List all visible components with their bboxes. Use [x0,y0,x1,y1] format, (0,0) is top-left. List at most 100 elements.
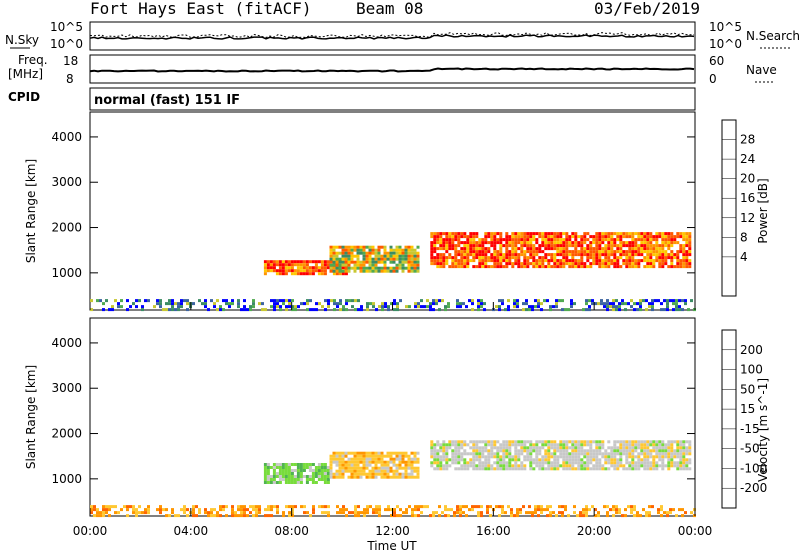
heatmap-cell [655,446,659,450]
heatmap-cell [556,455,560,459]
heatmap-cell [90,508,93,512]
heatmap-cell [612,514,615,518]
heatmap-cell [504,511,507,515]
heatmap-cell [661,265,665,269]
heatmap-cell [398,263,402,267]
heatmap-cell [562,443,566,447]
heatmap-cell [612,305,615,309]
heatmap-cell [603,505,606,509]
heatmap-cell [460,443,464,447]
heatmap-cell [625,265,629,269]
heatmap-cell [484,256,488,260]
heatmap-cell [436,455,440,459]
heatmap-cell [478,446,482,450]
heatmap-cell [586,461,590,465]
heatmap-cell [628,253,632,257]
heatmap-cell [625,452,629,456]
heatmap-cell [475,458,479,462]
heatmap-cell [308,466,312,469]
heatmap-cell [669,511,672,515]
heatmap-cell [520,449,524,453]
colorbar-tick-label: 24 [740,152,755,166]
heatmap-cell [681,514,684,518]
heatmap-cell [493,238,497,242]
heatmap-cell [625,262,629,266]
heatmap-cell [562,449,566,453]
heatmap-cell [404,266,408,270]
heatmap-cell [658,235,662,239]
heatmap-cell [634,247,638,251]
heatmap-cell [501,505,504,509]
heatmap-cell [565,256,569,260]
heatmap-cell [592,467,596,471]
heatmap-cell [589,446,593,450]
heatmap-cell [448,458,452,462]
heatmap-cell [469,244,473,248]
heatmap-cell [534,505,537,509]
heatmap-cell [637,452,641,456]
heatmap-cell [505,238,509,242]
heatmap-cell [526,259,530,263]
heatmap-cell [633,302,636,306]
heatmap-cell [380,472,384,476]
heatmap-cell [451,247,455,251]
heatmap-cell [350,254,354,258]
heatmap-cell [490,452,494,456]
heatmap-cell [389,254,393,258]
heatmap-cell [637,253,641,257]
heatmap-cell [490,259,494,263]
heatmap-cell [639,302,642,306]
heatmap-cell [475,440,479,444]
heatmap-cell [615,508,618,512]
heatmap-cell [398,260,402,264]
heatmap-cell [541,443,545,447]
heatmap-cell [628,467,632,471]
heatmap-cell [495,305,498,309]
heatmap-cell [595,446,599,450]
heatmap-cell [595,235,599,239]
heatmap-cell [275,475,279,478]
heatmap-cell [165,508,168,512]
heatmap-cell [413,457,417,461]
heatmap-cell [508,250,512,254]
heatmap-cell [523,235,527,239]
velocity-colorbar-label: Velocity [m s^-1] [756,378,770,482]
heatmap-cell [664,232,668,236]
heatmap-cell [480,302,483,306]
heatmap-cell [353,254,357,258]
heatmap-cell [646,458,650,462]
heatmap-cell [586,449,590,453]
heatmap-cell [688,262,692,266]
heatmap-cell [378,305,381,309]
heatmap-cell [622,467,626,471]
colorbar-tick-label: -50 [740,442,760,456]
heatmap-cell [597,302,600,306]
heatmap-cell [582,508,585,512]
heatmap-cell [684,511,687,515]
heatmap-cell [285,308,288,312]
heatmap-cell [249,511,252,515]
heatmap-cell [263,269,267,273]
heatmap-cell [604,265,608,269]
heatmap-cell [514,259,518,263]
heatmap-cell [508,443,512,447]
heatmap-cell [591,299,594,303]
heatmap-cell [585,308,588,312]
heatmap-cell [564,508,567,512]
heatmap-cell [338,263,342,267]
heatmap-cell [655,253,659,257]
heatmap-cell [619,440,623,444]
heatmap-cell [585,302,588,306]
heatmap-cell [562,464,566,468]
heatmap-cell [439,235,443,239]
heatmap-cell [535,443,539,447]
heatmap-cell [323,466,327,469]
heatmap-cell [538,467,542,471]
heatmap-cell [433,452,437,456]
heatmap-cell [416,251,420,255]
heatmap-cell [389,260,393,264]
heatmap-cell [463,458,467,462]
heatmap-cell [463,232,467,236]
heatmap-cell [386,257,390,261]
heatmap-cell [667,464,671,468]
